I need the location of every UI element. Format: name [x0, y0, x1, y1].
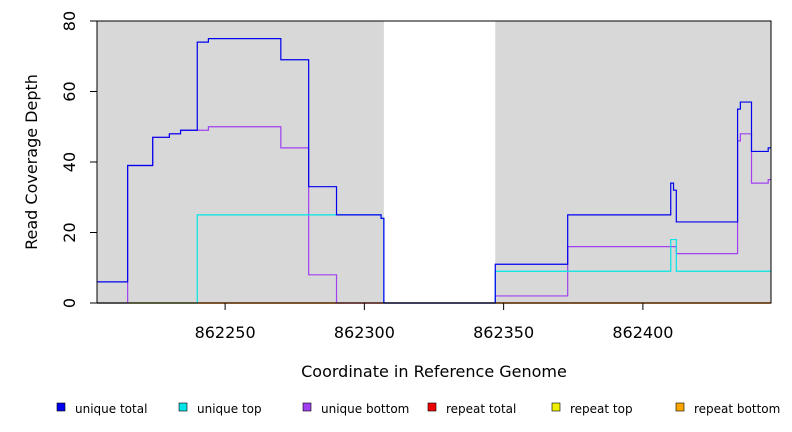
x-axis-title: Coordinate in Reference Genome — [301, 362, 567, 381]
legend-swatch-repeat-top — [551, 402, 561, 412]
x-axis-ticks: 862250 862300 862350 862400 — [195, 303, 673, 342]
legend-swatch-unique-top — [178, 402, 188, 412]
y-tick-label: 60 — [60, 81, 79, 101]
x-tick-label: 862250 — [195, 323, 256, 342]
legend-label-repeat-total: repeat total — [446, 402, 516, 416]
legend-label-repeat-bottom: repeat bottom — [694, 402, 780, 416]
x-tick-label: 862300 — [334, 323, 395, 342]
legend-label-unique-top: unique top — [197, 402, 262, 416]
shaded-regions — [97, 21, 771, 303]
legend-label-unique-total: unique total — [75, 402, 147, 416]
y-tick-label: 20 — [60, 222, 79, 242]
y-axis-ticks: 0 20 40 60 80 — [60, 11, 97, 308]
y-tick-label: 40 — [60, 152, 79, 172]
legend-label-unique-bottom: unique bottom — [321, 402, 409, 416]
legend: unique total unique top unique bottom repea… — [56, 402, 780, 416]
shaded-region-2 — [495, 21, 771, 303]
x-tick-label: 862350 — [473, 323, 534, 342]
y-axis-title: Read Coverage Depth — [22, 74, 41, 250]
legend-label-repeat-top: repeat top — [570, 402, 633, 416]
y-tick-label: 0 — [60, 298, 79, 308]
y-tick-label: 80 — [60, 11, 79, 31]
series-line-unique-total — [97, 38, 771, 304]
legend-swatch-repeat-bottom — [675, 402, 685, 412]
x-tick-label: 862400 — [612, 323, 673, 342]
legend-swatch-unique-total — [56, 402, 66, 412]
shaded-region-1 — [97, 21, 384, 303]
legend-swatch-repeat-total — [427, 402, 437, 412]
legend-swatch-unique-bottom — [302, 402, 312, 412]
